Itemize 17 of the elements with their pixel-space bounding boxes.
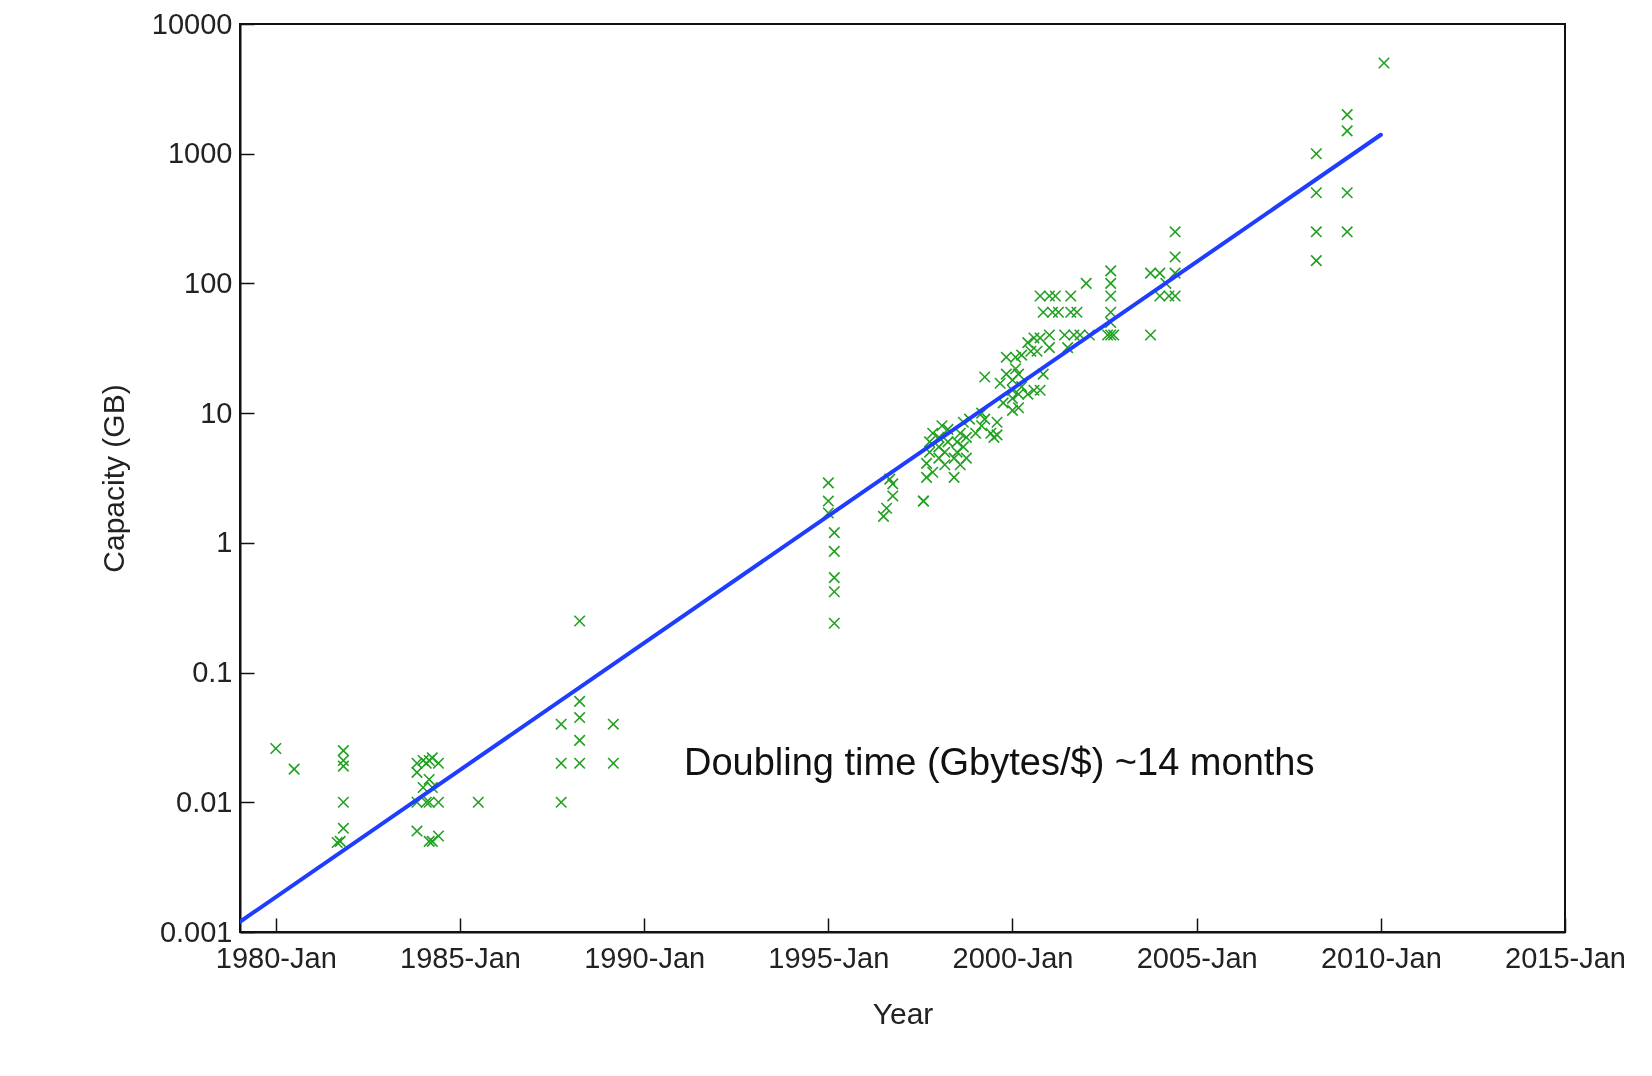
y-tick-label: 0.01 [176, 785, 233, 818]
x-tick-label: 2000-Jan [952, 941, 1074, 974]
y-tick-label: 100 [184, 266, 233, 299]
x-axis-title: Year [872, 996, 934, 1030]
annotation: Doubling time (Gbytes/$) ~14 months [684, 741, 1315, 783]
x-tick-label: 2010-Jan [1320, 941, 1442, 974]
y-tick-label: 1000 [167, 137, 233, 170]
x-tick-label: 2005-Jan [1136, 941, 1258, 974]
x-tick-label: 2015-Jan [1505, 941, 1626, 974]
y-tick-label: 10 [200, 396, 233, 429]
x-tick-label: 1985-Jan [400, 941, 522, 974]
y-tick-label: 1 [216, 526, 233, 559]
y-tick-label: 0.1 [192, 656, 233, 689]
y-tick-label: 10000 [151, 7, 233, 40]
x-tick-label: 1995-Jan [768, 941, 890, 974]
x-tick-label: 1990-Jan [584, 941, 706, 974]
y-axis-title: Capacity (GB) [96, 384, 130, 573]
